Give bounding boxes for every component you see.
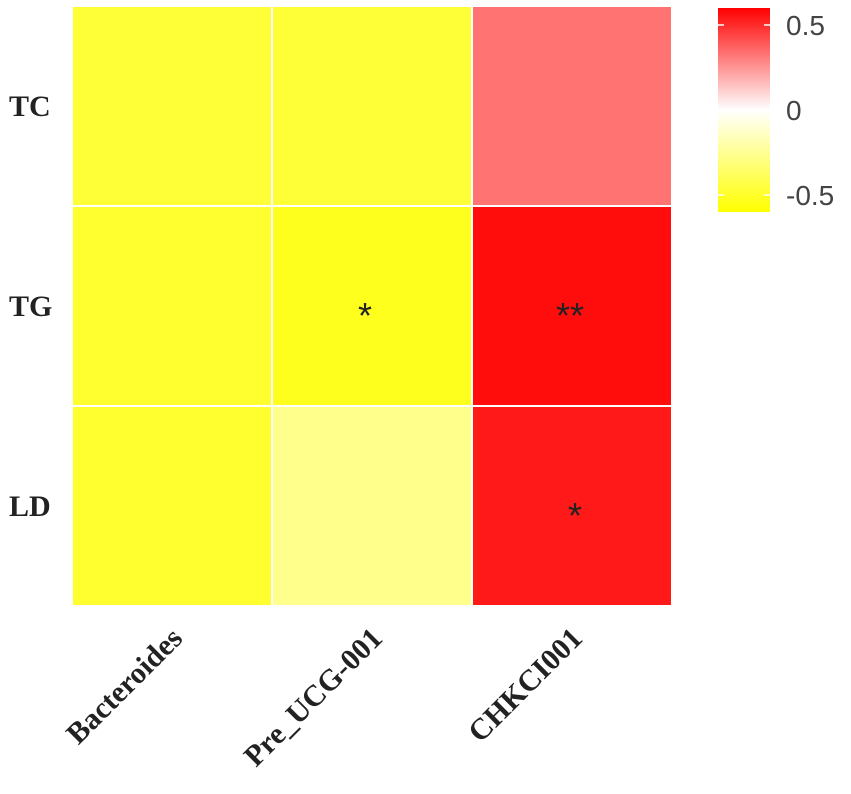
column-label-bacteroides: Bacteroides <box>60 622 189 751</box>
significance-marker-tg-pre-ucg-001: * <box>358 295 372 336</box>
row-label-tg: TG <box>9 290 52 323</box>
legend-tick-label: 0.5 <box>786 10 825 41</box>
cell-tg-pre-ucg-001 <box>273 207 471 405</box>
cell-ld-bacteroides <box>73 407 271 605</box>
significance-marker-tg-chkci001: ** <box>556 295 584 336</box>
row-label-tc: TC <box>9 90 51 123</box>
row-label-ld: LD <box>9 490 51 523</box>
column-labels: Bacteroides Pre_UCG-001 CHKCI001 <box>60 622 589 773</box>
heatmap-cells <box>73 7 671 605</box>
legend-tick-label: -0.5 <box>786 180 834 211</box>
color-legend-ticks: 0.5 0 -0.5 <box>718 10 834 211</box>
column-label-pre-ucg-001: Pre_UCG-001 <box>238 622 389 773</box>
color-legend: 0.5 0 -0.5 <box>718 8 834 212</box>
significance-markers: * *** <box>358 295 584 536</box>
column-label-chkci001: CHKCI001 <box>462 622 589 749</box>
color-legend-bar <box>718 8 770 212</box>
cell-tg-chkci001 <box>473 207 671 405</box>
cell-ld-pre-ucg-001 <box>273 407 471 605</box>
significance-marker-ld-chkci001: * <box>568 495 582 536</box>
legend-tick-label: 0 <box>786 95 802 126</box>
row-labels: TC TG LD <box>9 90 52 523</box>
cell-ld-chkci001 <box>473 407 671 605</box>
cell-tc-chkci001 <box>473 7 671 205</box>
cell-tg-bacteroides <box>73 207 271 405</box>
cell-tc-pre-ucg-001 <box>273 7 471 205</box>
cell-tc-bacteroides <box>73 7 271 205</box>
